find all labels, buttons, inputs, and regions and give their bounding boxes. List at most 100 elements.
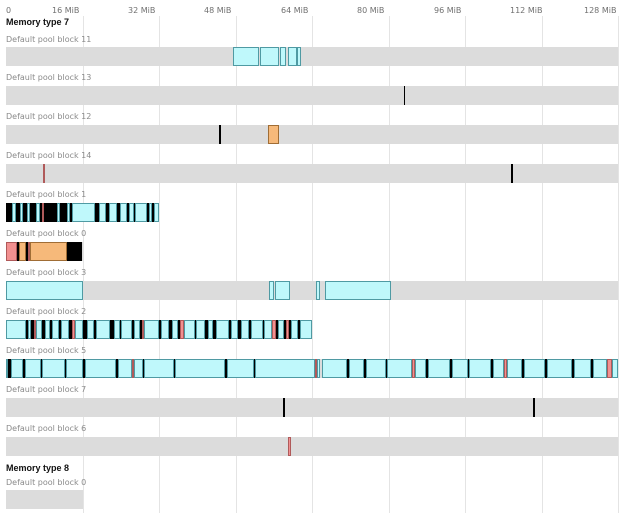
allocation-unknown[interactable] bbox=[403, 86, 406, 105]
allocation-buffer[interactable] bbox=[287, 47, 297, 66]
allocation-unknown[interactable] bbox=[25, 320, 29, 339]
allocation-unknown[interactable] bbox=[29, 203, 37, 222]
allocation-unknown[interactable] bbox=[23, 359, 26, 378]
allocation-buffer[interactable] bbox=[573, 359, 592, 378]
allocation-unknown[interactable] bbox=[105, 203, 109, 222]
allocation-buffer[interactable] bbox=[11, 203, 16, 222]
pool-block-bar[interactable] bbox=[6, 359, 618, 378]
allocation-lost[interactable] bbox=[286, 320, 290, 339]
allocation-unknown[interactable] bbox=[39, 203, 42, 222]
pool-block-bar[interactable] bbox=[6, 86, 618, 105]
pool-block-bar[interactable] bbox=[6, 164, 618, 183]
allocation-lost[interactable] bbox=[28, 242, 31, 261]
allocation-buffer[interactable] bbox=[171, 320, 178, 339]
allocation-image[interactable] bbox=[30, 242, 67, 261]
allocation-unknown[interactable] bbox=[95, 203, 100, 222]
allocation-unknown[interactable] bbox=[248, 320, 251, 339]
pool-block-bar[interactable] bbox=[6, 490, 83, 509]
allocation-unknown[interactable] bbox=[126, 203, 130, 222]
allocation-buffer[interactable] bbox=[231, 320, 239, 339]
allocation-lost[interactable] bbox=[503, 359, 507, 378]
allocation-unknown[interactable] bbox=[450, 359, 453, 378]
allocation-buffer[interactable] bbox=[215, 320, 230, 339]
allocation-image[interactable] bbox=[268, 125, 279, 144]
allocation-buffer[interactable] bbox=[117, 359, 132, 378]
allocation-unknown[interactable] bbox=[6, 203, 12, 222]
allocation-unknown[interactable] bbox=[238, 320, 242, 339]
allocation-buffer[interactable] bbox=[348, 359, 365, 378]
allocation-buffer[interactable] bbox=[547, 359, 573, 378]
allocation-unknown[interactable] bbox=[275, 320, 279, 339]
allocation-unknown[interactable] bbox=[426, 359, 428, 378]
allocation-lost[interactable] bbox=[42, 164, 46, 183]
allocation-unknown[interactable] bbox=[152, 203, 155, 222]
allocation-unknown[interactable] bbox=[119, 320, 122, 339]
allocation-unknown[interactable] bbox=[15, 203, 21, 222]
allocation-buffer[interactable] bbox=[365, 359, 386, 378]
allocation-unknown[interactable] bbox=[83, 320, 87, 339]
allocation-unknown[interactable] bbox=[229, 320, 232, 339]
allocation-unknown[interactable] bbox=[572, 359, 574, 378]
pool-block-bar[interactable] bbox=[6, 437, 618, 456]
pool-block-bar[interactable] bbox=[6, 242, 83, 261]
allocation-buffer[interactable] bbox=[592, 359, 608, 378]
allocation-buffer[interactable] bbox=[6, 281, 84, 300]
allocation-lost[interactable] bbox=[288, 437, 291, 456]
allocation-unknown[interactable] bbox=[64, 359, 67, 378]
allocation-unknown[interactable] bbox=[219, 125, 221, 144]
allocation-lost[interactable] bbox=[412, 359, 416, 378]
allocation-unknown[interactable] bbox=[16, 242, 20, 261]
allocation-buffer[interactable] bbox=[300, 320, 312, 339]
allocation-unknown[interactable] bbox=[142, 359, 145, 378]
allocation-buffer[interactable] bbox=[84, 359, 116, 378]
allocation-unknown[interactable] bbox=[132, 320, 135, 339]
allocation-buffer[interactable] bbox=[135, 203, 147, 222]
allocation-unknown[interactable] bbox=[522, 359, 524, 378]
allocation-buffer[interactable] bbox=[36, 320, 43, 339]
allocation-buffer[interactable] bbox=[108, 203, 118, 222]
allocation-unknown[interactable] bbox=[42, 320, 46, 339]
allocation-buffer[interactable] bbox=[184, 320, 195, 339]
allocation-buffer[interactable] bbox=[523, 359, 546, 378]
allocation-buffer[interactable] bbox=[233, 47, 260, 66]
allocation-buffer[interactable] bbox=[6, 320, 26, 339]
allocation-buffer[interactable] bbox=[492, 359, 504, 378]
pool-block-bar[interactable] bbox=[6, 398, 618, 417]
allocation-buffer[interactable] bbox=[264, 320, 272, 339]
allocation-buffer[interactable] bbox=[316, 359, 320, 378]
allocation-unknown[interactable] bbox=[385, 359, 387, 378]
allocation-unknown[interactable] bbox=[364, 359, 366, 378]
allocation-unknown[interactable] bbox=[225, 359, 227, 378]
allocation-lost[interactable] bbox=[6, 242, 17, 261]
allocation-unknown[interactable] bbox=[511, 164, 514, 183]
allocation-buffer[interactable] bbox=[143, 320, 160, 339]
allocation-unknown[interactable] bbox=[177, 320, 181, 339]
allocation-buffer[interactable] bbox=[316, 281, 321, 300]
allocation-unknown[interactable] bbox=[133, 203, 136, 222]
pool-block-bar[interactable] bbox=[6, 320, 312, 339]
allocation-buffer[interactable] bbox=[45, 320, 51, 339]
allocation-unknown[interactable] bbox=[298, 320, 301, 339]
allocation-unknown[interactable] bbox=[66, 242, 83, 261]
allocation-unknown[interactable] bbox=[491, 359, 493, 378]
allocation-unknown[interactable] bbox=[83, 359, 85, 378]
allocation-buffer[interactable] bbox=[148, 203, 153, 222]
allocation-buffer[interactable] bbox=[268, 281, 275, 300]
allocation-buffer[interactable] bbox=[260, 47, 279, 66]
allocation-lost[interactable] bbox=[141, 320, 144, 339]
allocation-unknown[interactable] bbox=[194, 320, 197, 339]
allocation-unknown[interactable] bbox=[346, 359, 349, 378]
allocation-buffer[interactable] bbox=[469, 359, 491, 378]
allocation-buffer[interactable] bbox=[291, 320, 299, 339]
allocation-buffer[interactable] bbox=[415, 359, 427, 378]
allocation-lost[interactable] bbox=[34, 320, 37, 339]
allocation-image[interactable] bbox=[19, 242, 27, 261]
allocation-buffer[interactable] bbox=[196, 320, 206, 339]
allocation-unknown[interactable] bbox=[68, 320, 72, 339]
allocation-buffer[interactable] bbox=[160, 320, 169, 339]
allocation-buffer[interactable] bbox=[134, 359, 143, 378]
allocation-unknown[interactable] bbox=[117, 203, 120, 222]
allocation-unknown[interactable] bbox=[44, 203, 57, 222]
allocation-buffer[interactable] bbox=[42, 359, 65, 378]
allocation-unknown[interactable] bbox=[58, 320, 61, 339]
